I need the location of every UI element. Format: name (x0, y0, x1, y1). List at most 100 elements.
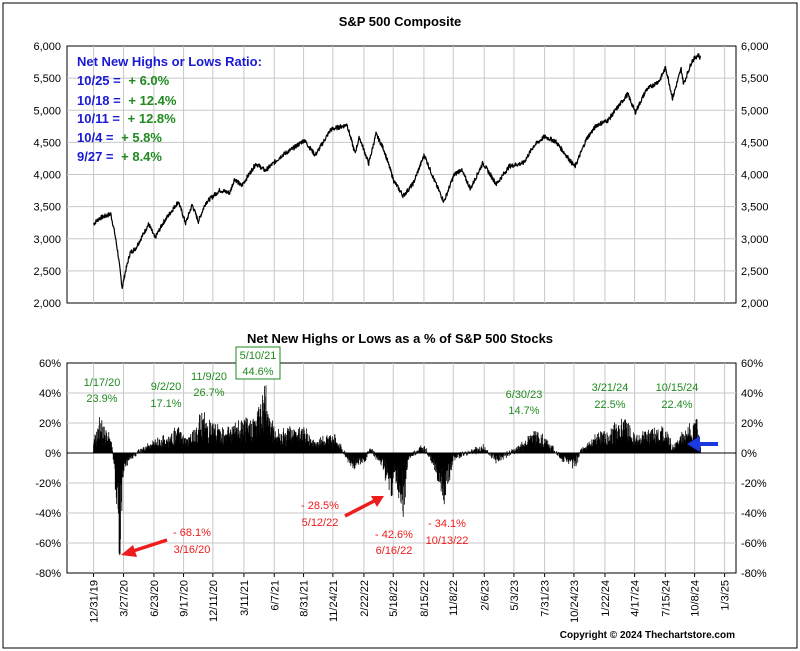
y-tick-label: 40% (741, 388, 763, 400)
y-tick-label: 6,000 (741, 41, 769, 53)
y-tick-label: 0% (741, 448, 757, 460)
x-tick-label: 3/27/20 (119, 580, 131, 617)
red-arrow-icon (344, 496, 384, 518)
ratio-row-value: + 5.8% (121, 130, 162, 145)
y-tick-label: 2,500 (741, 266, 769, 278)
annotation-box (235, 346, 281, 380)
ratio-box: Net New Highs or Lows Ratio: 10/25 = + 6… (77, 54, 262, 164)
annotation: 1/17/20 23.9% (84, 377, 121, 405)
y-tick-label: 2,500 (33, 266, 61, 278)
annotation-date: 3/16/20 (174, 544, 211, 556)
svg-text:10/11 = + 12.8%: 10/11 = + 12.8% (77, 111, 176, 126)
x-tick-label: 11/24/21 (328, 580, 340, 622)
x-tick-label: 2/6/23 (479, 580, 491, 611)
net-highs-lows-bars (67, 385, 736, 556)
x-tick-label: 7/31/23 (540, 580, 552, 617)
y-tick-label: -60% (35, 538, 61, 550)
y-tick-label: 0% (45, 448, 61, 460)
annotation-value: - 34.1% (428, 518, 466, 530)
annotation-date: 9/2/20 (151, 381, 182, 393)
ratio-row-date: 10/4 = (77, 130, 114, 145)
y-tick-label: 5,500 (741, 73, 769, 85)
x-tick-label: 8/15/22 (419, 580, 431, 617)
annotation-value: - 28.5% (301, 500, 339, 512)
top-y-axis: 2,000 2,000 2,500 2,500 3,000 3,000 3,500 3,500… (33, 41, 768, 310)
annotation: 10/15/24 22.4% (656, 382, 699, 411)
y-tick-label: 20% (39, 418, 61, 430)
y-tick-label: -80% (741, 568, 767, 580)
annotation-date: 10/15/24 (656, 382, 699, 394)
red-arrow-icon (121, 538, 168, 557)
annotation-date: 3/21/24 (592, 382, 629, 394)
y-tick-label: -20% (35, 478, 61, 490)
ratio-row-value: + 6.0% (128, 73, 169, 88)
annotation-value: 23.9% (86, 393, 117, 405)
y-tick-label: 5,000 (33, 105, 61, 117)
annotation: 11/9/20 26.7% (191, 371, 227, 399)
ratio-row-value: + 8.4% (121, 149, 162, 164)
annotation-value: 22.5% (594, 399, 625, 411)
ratio-row-value: + 12.8% (128, 111, 177, 126)
annotation: - 28.5% 5/12/22 (301, 500, 339, 529)
y-tick-label: 5,000 (741, 105, 769, 117)
x-tick-label: 8/31/21 (299, 580, 311, 617)
x-tick-label: 10/24/23 (569, 580, 581, 623)
x-tick-label: 12/11/20 (208, 580, 220, 622)
annotation-value: 14.7% (508, 405, 539, 417)
y-tick-label: 3,000 (741, 234, 769, 246)
x-tick-label: 5/3/23 (509, 580, 521, 611)
y-tick-label: 20% (741, 418, 763, 430)
annotation-date: 11/9/20 (191, 371, 227, 383)
ratio-row-date: 10/25 = (77, 73, 121, 88)
x-tick-label: 7/15/24 (660, 580, 672, 617)
ratio-row-date: 10/18 = (77, 93, 121, 108)
x-tick-label: 1/3/25 (720, 580, 732, 611)
annotation-date: 6/30/23 (506, 389, 543, 401)
price-series (93, 53, 702, 290)
y-tick-label: 2,000 (741, 298, 769, 310)
y-tick-label: 3,500 (33, 202, 61, 214)
ratio-row-value: + 12.4% (128, 93, 177, 108)
annotation: 3/21/24 22.5% (592, 382, 629, 411)
annotation: - 42.6% 6/16/22 (375, 529, 413, 557)
y-tick-label: -60% (741, 538, 767, 550)
x-tick-label: 3/11/21 (239, 580, 251, 616)
top-chart-title: S&P 500 Composite (339, 14, 462, 29)
x-tick-label: 2/22/22 (359, 580, 371, 617)
y-tick-label: 4,500 (33, 137, 61, 149)
y-tick-label: 3,000 (33, 234, 61, 246)
ratio-heading: Net New Highs or Lows Ratio: (77, 54, 262, 69)
price-line (93, 53, 702, 290)
annotation: 9/2/20 17.1% (150, 381, 181, 410)
svg-text:10/25 = + 6.0%: 10/25 = + 6.0% (77, 73, 170, 88)
ratio-row-date: 9/27 = (77, 149, 114, 164)
y-tick-label: 2,000 (33, 298, 61, 310)
svg-text:10/4 = + 5.8%: 10/4 = + 5.8% (77, 130, 162, 145)
blue-arrow-icon (687, 436, 718, 452)
y-tick-label: 5,500 (33, 73, 61, 85)
annotation: - 34.1% 10/13/22 (426, 518, 469, 547)
bottom-chart-title: Net New Highs or Lows as a % of S&P 500 … (247, 331, 553, 346)
y-tick-label: -40% (741, 508, 767, 520)
x-tick-label: 4/17/24 (630, 580, 642, 617)
y-tick-label: 60% (741, 358, 763, 370)
ratio-row: 10/11 = + 12.8% (77, 111, 176, 126)
y-tick-label: -80% (35, 568, 61, 580)
annotation-date: 6/16/22 (376, 545, 413, 557)
x-tick-label: 12/31/19 (89, 580, 101, 623)
y-tick-label: 40% (39, 388, 61, 400)
annotation-date: 1/17/20 (84, 377, 121, 389)
annotation: - 68.1% 3/16/20 (173, 527, 211, 556)
y-tick-label: 4,000 (741, 170, 769, 182)
ratio-row: 10/4 = + 5.8% (77, 130, 162, 145)
copyright: Copyright © 2024 Thechartstore.com (560, 630, 735, 641)
annotation-value: - 68.1% (173, 527, 211, 539)
annotation-boxed: 5/10/21 44.6% (235, 346, 281, 380)
x-tick-label: 5/18/22 (388, 580, 400, 617)
annotation-date: 10/13/22 (426, 535, 469, 547)
y-tick-label: -20% (741, 478, 767, 490)
x-tick-label: 6/23/20 (149, 580, 161, 617)
ratio-row-date: 10/11 = (77, 111, 120, 126)
y-tick-label: 60% (39, 358, 61, 370)
